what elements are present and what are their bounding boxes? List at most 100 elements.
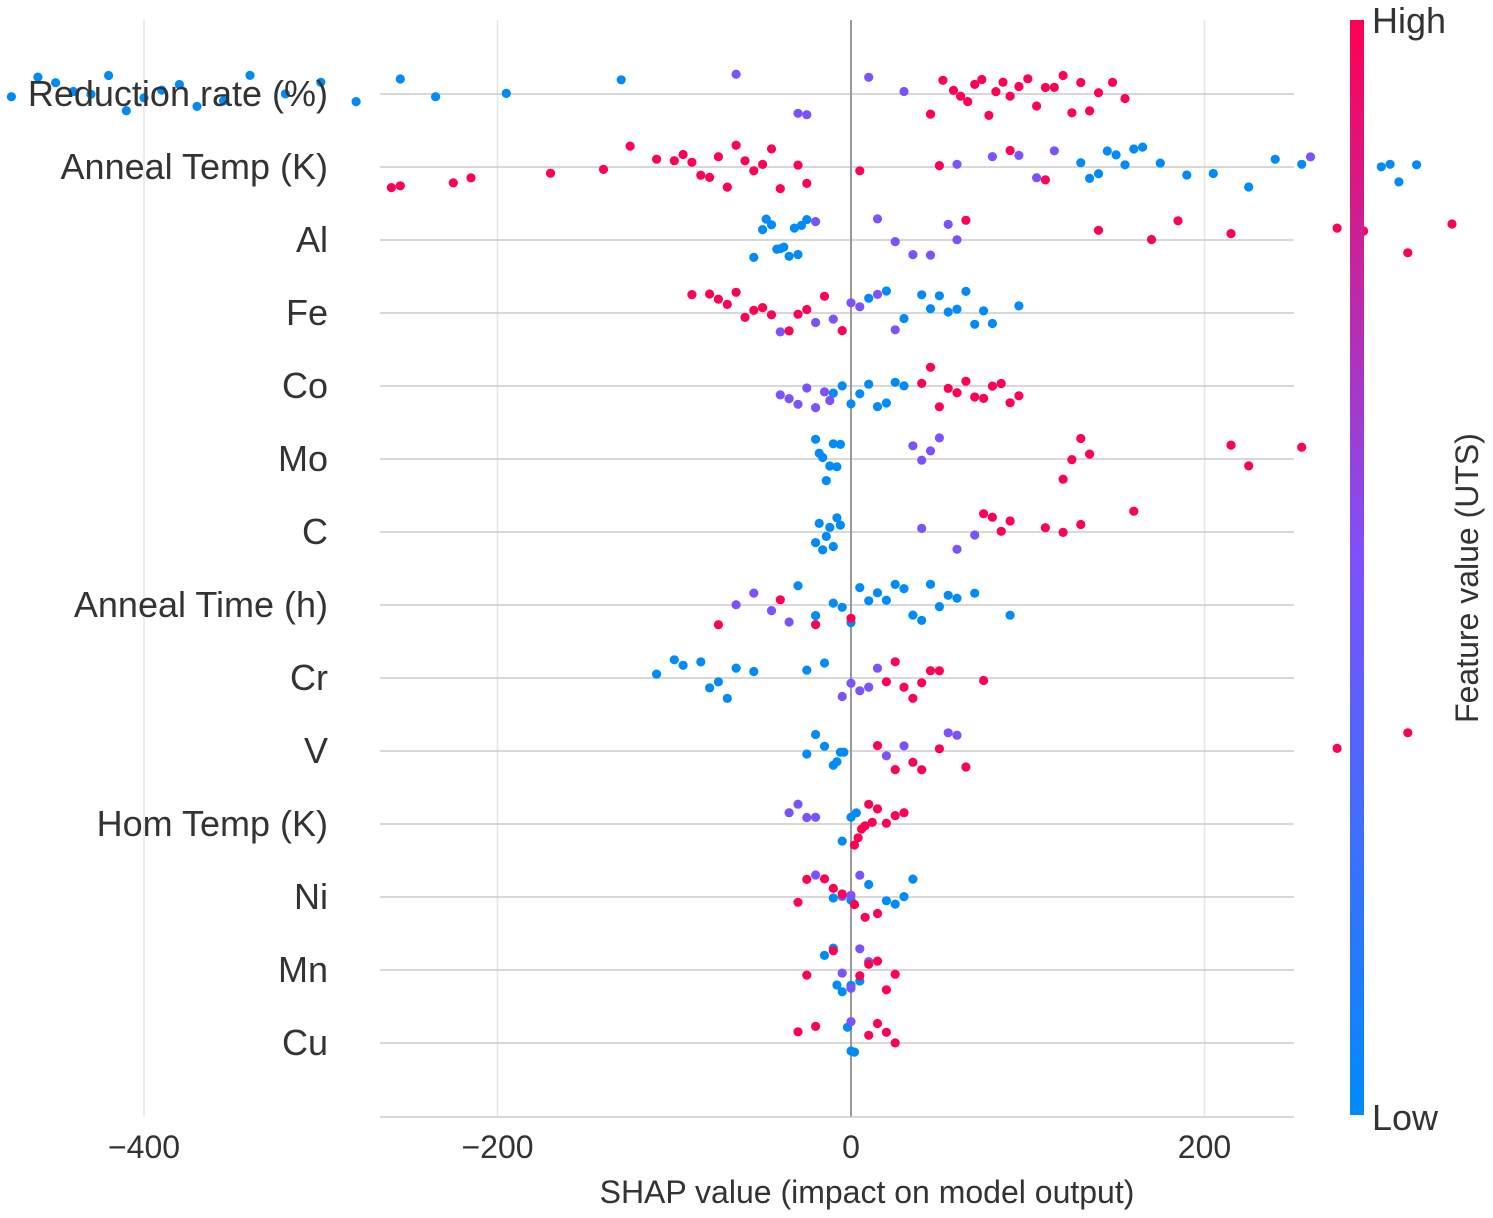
shap-point-high xyxy=(713,152,724,162)
shap-point-high xyxy=(996,378,1006,389)
shap-point-low xyxy=(652,669,662,679)
shap-point-mid xyxy=(802,110,812,120)
shap-point-mid xyxy=(925,446,936,456)
shap-point-high xyxy=(1129,506,1139,516)
shap-point-high xyxy=(952,388,962,398)
shap-point-low xyxy=(33,72,43,82)
shap-point-low xyxy=(51,78,61,88)
shap-point-low xyxy=(864,293,874,303)
shap-point-low xyxy=(832,513,842,523)
shap-point-low xyxy=(872,402,883,412)
shap-point-high xyxy=(802,970,812,980)
shap-point-mid xyxy=(775,327,785,337)
shap-point-high xyxy=(1093,88,1104,98)
shap-point-high xyxy=(775,595,785,605)
shap-point-high xyxy=(1332,223,1342,233)
shap-point-low xyxy=(864,596,874,606)
shap-point-high xyxy=(1058,527,1068,538)
shap-point-high xyxy=(545,168,556,178)
shap-point-high xyxy=(1032,101,1042,111)
shap-point-low xyxy=(828,388,838,398)
shap-point-high xyxy=(837,326,847,336)
shap-point-low xyxy=(1005,610,1015,620)
shap-point-high xyxy=(1014,81,1024,92)
feature-label: Cr xyxy=(290,657,328,698)
shap-point-high xyxy=(687,157,697,167)
shap-point-mid xyxy=(872,663,883,673)
shap-point-high xyxy=(864,799,874,809)
shap-point-low xyxy=(793,249,803,260)
shap-point-mid xyxy=(917,523,927,534)
feature-label: Mo xyxy=(278,438,328,479)
shap-point-high xyxy=(1076,519,1086,530)
shap-point-high xyxy=(1146,234,1157,245)
shap-point-high xyxy=(979,393,989,403)
shap-point-mid xyxy=(943,728,953,738)
shap-point-high xyxy=(1005,91,1015,101)
shap-point-low xyxy=(818,545,828,555)
shap-point-high xyxy=(713,620,724,630)
shap-point-low xyxy=(987,318,998,329)
shap-point-mid xyxy=(855,870,865,880)
shap-point-high xyxy=(934,666,945,676)
shap-point-low xyxy=(825,522,835,533)
shap-point-high xyxy=(1332,743,1342,754)
shap-point-low xyxy=(749,252,759,262)
shap-point-low xyxy=(1102,146,1112,156)
shap-point-high xyxy=(696,170,706,180)
shap-point-low xyxy=(121,106,131,116)
shap-point-mid xyxy=(846,890,856,900)
shap-point-high xyxy=(948,85,959,95)
shap-point-low xyxy=(899,313,909,324)
shap-point-mid xyxy=(952,730,962,740)
shap-point-high xyxy=(598,164,609,174)
x-tick-label: −200 xyxy=(461,1129,533,1165)
shap-point-high xyxy=(1403,728,1413,738)
shap-point-high xyxy=(872,804,883,814)
shap-point-high xyxy=(784,326,794,336)
x-tick-label: 0 xyxy=(842,1129,860,1165)
shap-point-high xyxy=(881,818,892,828)
feature-label: Reduction rate (%) xyxy=(28,73,328,114)
shap-point-low xyxy=(793,581,803,591)
shap-point-high xyxy=(956,91,966,101)
shap-point-mid xyxy=(970,530,980,540)
shap-point-high xyxy=(864,959,874,969)
shap-points xyxy=(6,69,1457,1057)
shap-point-high xyxy=(1108,77,1118,87)
shap-point-high xyxy=(881,677,892,687)
shap-point-low xyxy=(828,598,838,608)
shap-point-high xyxy=(855,971,865,981)
shap-point-mid xyxy=(793,108,803,118)
shap-point-low xyxy=(825,461,835,471)
shap-point-mid xyxy=(855,944,865,954)
shap-point-mid xyxy=(846,678,856,688)
shap-point-low xyxy=(157,85,167,95)
shap-point-low xyxy=(908,874,918,884)
shap-point-high xyxy=(979,675,989,686)
shap-point-high xyxy=(890,969,900,979)
shap-point-low xyxy=(316,77,326,87)
shap-point-low xyxy=(818,452,828,463)
shap-point-low xyxy=(943,307,953,317)
vertical-gridlines xyxy=(143,20,1206,1117)
feature-label: Ni xyxy=(294,876,328,917)
shap-point-high xyxy=(1040,175,1050,185)
shap-point-low xyxy=(1014,301,1024,311)
shap-point-low xyxy=(749,666,759,677)
shap-point-high xyxy=(872,1018,883,1029)
shap-point-high xyxy=(860,821,870,831)
shap-point-mid xyxy=(864,682,874,692)
shap-point-high xyxy=(1058,474,1068,484)
x-tick-label: 200 xyxy=(1178,1129,1231,1165)
feature-label: V xyxy=(304,730,328,771)
shap-point-low xyxy=(961,286,971,296)
shap-point-high xyxy=(849,899,860,910)
colorbar-title: Feature value (UTS) xyxy=(1449,433,1485,723)
shap-point-high xyxy=(1005,398,1015,408)
shap-point-mid xyxy=(1305,152,1316,162)
shap-point-low xyxy=(705,683,715,693)
shap-point-low xyxy=(1244,182,1254,192)
shap-point-mid xyxy=(749,588,759,598)
shap-point-high xyxy=(872,908,883,919)
